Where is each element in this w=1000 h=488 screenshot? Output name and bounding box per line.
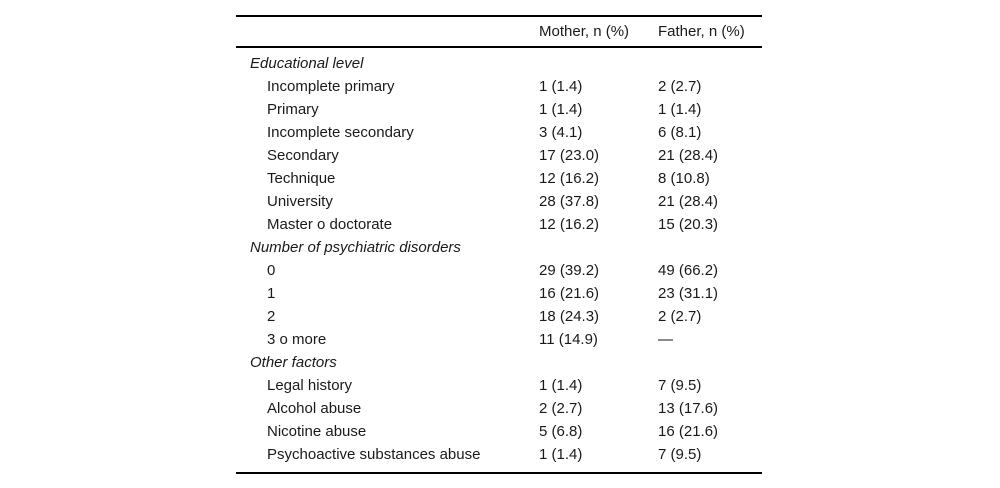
mother-value-cell: 29 (39.2) [539, 262, 600, 279]
father-value-cell: 13 (17.6) [658, 400, 719, 417]
row-label: Secondary [267, 147, 339, 164]
father-value-cell: 1 (1.4) [658, 101, 702, 118]
header-mother-column: Mother, n (%) [539, 23, 630, 40]
father-value-cell: 2 (2.7) [658, 308, 702, 325]
table-row: Incomplete secondary 3 (4.1) 6 (8.1) [236, 121, 762, 144]
row-label: 2 [267, 308, 276, 325]
table-row: Master o doctorate 12 (16.2) 15 (20.3) [236, 213, 762, 236]
row-label: Primary [267, 101, 319, 118]
mother-value-cell: 2 (2.7) [539, 400, 583, 417]
father-value-cell: 6 (8.1) [658, 124, 702, 141]
father-value-cell: — [658, 331, 673, 348]
father-value-cell: 21 (28.4) [658, 193, 719, 210]
row-label: Incomplete secondary [267, 124, 414, 141]
table-top-rule [236, 15, 762, 17]
table-row: Alcohol abuse 2 (2.7) 13 (17.6) [236, 397, 762, 420]
section-title: Educational level [250, 55, 364, 72]
row-label: Nicotine abuse [267, 423, 367, 440]
father-value-cell: 16 (21.6) [658, 423, 719, 440]
section-title: Other factors [250, 354, 337, 371]
father-value-cell: 7 (9.5) [658, 446, 702, 463]
table-row: Primary 1 (1.4) 1 (1.4) [236, 98, 762, 121]
father-value-cell: 23 (31.1) [658, 285, 719, 302]
father-value-cell: 49 (66.2) [658, 262, 719, 279]
row-label: Incomplete primary [267, 78, 395, 95]
mother-value-cell: 11 (14.9) [539, 331, 598, 348]
father-value-cell: 2 (2.7) [658, 78, 702, 95]
row-label: Master o doctorate [267, 216, 393, 233]
row-label: Technique [267, 170, 336, 187]
section-header-row: Number of psychiatric disorders [236, 236, 762, 259]
row-label: 0 [267, 262, 276, 279]
mother-value-cell: 1 (1.4) [539, 446, 583, 463]
father-value-cell: 8 (10.8) [658, 170, 710, 187]
table-row: University 28 (37.8) 21 (28.4) [236, 190, 762, 213]
mother-value-cell: 12 (16.2) [539, 216, 600, 233]
header-father-column: Father, n (%) [658, 23, 745, 40]
mother-value-cell: 18 (24.3) [539, 308, 600, 325]
father-value-cell: 21 (28.4) [658, 147, 719, 164]
father-value-cell: 7 (9.5) [658, 377, 702, 394]
table-row: Psychoactive substances abuse 1 (1.4) 7 (9… [236, 443, 762, 466]
row-label: 1 [267, 285, 276, 302]
mother-value-cell: 3 (4.1) [539, 124, 583, 141]
section-title: Number of psychiatric disorders [250, 239, 461, 256]
section-header-row: Educational level [236, 52, 762, 75]
mother-value-cell: 12 (16.2) [539, 170, 600, 187]
table-header-row: Mother, n (%) Father, n (%) [236, 17, 762, 46]
table-row: Technique 12 (16.2) 8 (10.8) [236, 167, 762, 190]
section-header-row: Other factors [236, 351, 762, 374]
mother-value-cell: 16 (21.6) [539, 285, 600, 302]
mother-value-cell: 28 (37.8) [539, 193, 600, 210]
table-row: 0 29 (39.2) 49 (66.2) [236, 259, 762, 282]
table-row: 2 18 (24.3) 2 (2.7) [236, 305, 762, 328]
mother-value-cell: 1 (1.4) [539, 377, 583, 394]
father-value-cell: 15 (20.3) [658, 216, 719, 233]
row-label: Legal history [267, 377, 353, 394]
row-label: 3 o more [267, 331, 327, 348]
table-bottom-rule [236, 472, 762, 474]
table-row: 3 o more 11 (14.9) — [236, 328, 762, 351]
mother-value-cell: 17 (23.0) [539, 147, 600, 164]
row-label: University [267, 193, 333, 210]
table-body: Educational level Incomplete primary 1 (1.… [236, 48, 762, 472]
table-row: Secondary 17 (23.0) 21 (28.4) [236, 144, 762, 167]
mother-value-cell: 1 (1.4) [539, 101, 583, 118]
row-label: Alcohol abuse [267, 400, 362, 417]
mother-value-cell: 1 (1.4) [539, 78, 583, 95]
mother-value-cell: 5 (6.8) [539, 423, 583, 440]
table-row: Legal history 1 (1.4) 7 (9.5) [236, 374, 762, 397]
demographics-table: Mother, n (%) Father, n (%) Educational … [236, 15, 762, 474]
table-row: Incomplete primary 1 (1.4) 2 (2.7) [236, 75, 762, 98]
table-row: Nicotine abuse 5 (6.8) 16 (21.6) [236, 420, 762, 443]
row-label: Psychoactive substances abuse [267, 446, 481, 463]
table-header-rule [236, 46, 762, 48]
table-row: 1 16 (21.6) 23 (31.1) [236, 282, 762, 305]
